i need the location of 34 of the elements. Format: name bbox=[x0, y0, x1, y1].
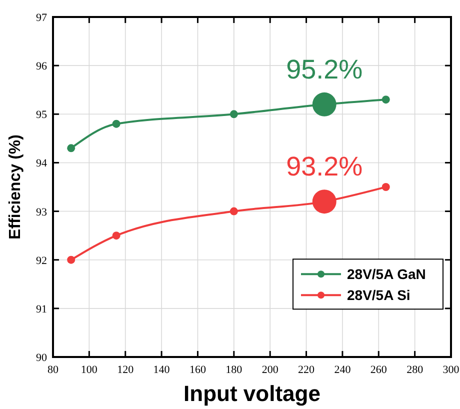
point bbox=[382, 96, 390, 104]
annotation: 93.2% bbox=[286, 152, 363, 182]
y-tick-label: 94 bbox=[36, 158, 48, 170]
y-tick-label: 96 bbox=[36, 60, 48, 73]
legend-label: 28V/5A Si bbox=[347, 287, 410, 304]
y-tick-label: 92 bbox=[36, 254, 47, 267]
x-tick-label: 240 bbox=[334, 364, 352, 376]
point bbox=[382, 183, 390, 191]
y-axis-title: Efficiency (%) bbox=[7, 134, 24, 240]
y-tick-label: 93 bbox=[36, 206, 48, 218]
x-tick-label: 220 bbox=[298, 364, 316, 376]
y-tick-label: 91 bbox=[36, 303, 47, 316]
x-tick-label: 120 bbox=[117, 364, 134, 376]
x-tick-label: 260 bbox=[370, 364, 388, 376]
point bbox=[230, 207, 238, 216]
x-tick-label: 200 bbox=[262, 364, 279, 376]
x-axis-title: Input voltage bbox=[184, 381, 320, 406]
x-tick-label: 280 bbox=[406, 364, 424, 376]
x-tick-label: 80 bbox=[48, 364, 59, 376]
point bbox=[112, 120, 120, 128]
x-tick-label: 100 bbox=[80, 364, 98, 376]
y-tick-label: 97 bbox=[36, 12, 48, 24]
y-tick-label: 90 bbox=[36, 352, 48, 364]
y-tick-label: 95 bbox=[36, 109, 48, 122]
legend-label: 28V/5A GaN bbox=[347, 266, 426, 282]
x-tick-label: 140 bbox=[153, 364, 170, 376]
point bbox=[112, 232, 120, 240]
x-tick-label: 180 bbox=[226, 364, 243, 376]
point bbox=[67, 144, 76, 152]
point bbox=[67, 256, 76, 264]
annotation: 95.2% bbox=[286, 54, 363, 84]
point bbox=[230, 110, 238, 118]
x-tick-label: 160 bbox=[189, 364, 206, 376]
x-tick-label: 300 bbox=[442, 364, 460, 376]
